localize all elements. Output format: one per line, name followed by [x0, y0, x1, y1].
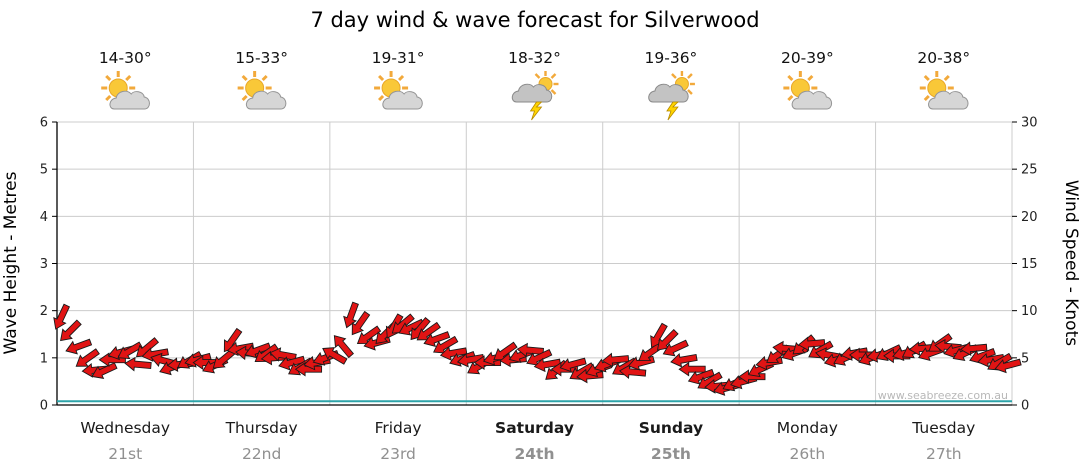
wind-arrow	[423, 331, 451, 347]
wind-arrow	[65, 338, 93, 355]
temp-label: 19-31°	[372, 49, 425, 67]
right-tick-label: 15	[1021, 257, 1038, 272]
wind-arrow	[662, 339, 689, 357]
wind-arrow	[98, 352, 126, 368]
day-name: Monday	[777, 419, 838, 437]
right-axis-label: Wind Speed - Knots	[1061, 180, 1080, 346]
day-name: Wednesday	[80, 419, 170, 437]
left-tick-label: 4	[40, 210, 48, 225]
wind-arrow	[687, 368, 715, 385]
wind-arrow	[333, 335, 354, 359]
wind-arrow	[141, 347, 169, 362]
wind-arrow	[516, 342, 544, 358]
weather-icon-partly-cloudy	[372, 69, 424, 111]
wind-arrow	[797, 336, 826, 352]
left-tick-label: 1	[40, 351, 48, 366]
plot-generated-content: 0 1 2 3 4 5 6 0 5 10 15 20 25 30 14-30° Wednesday 21st 15…	[40, 49, 1038, 463]
temp-label: 14-30°	[99, 49, 152, 67]
temp-label: 20-39°	[781, 49, 834, 67]
wind-arrow	[738, 369, 766, 385]
day-name: Friday	[375, 419, 422, 437]
right-tick-label: 25	[1021, 163, 1038, 178]
wind-arrow	[244, 342, 272, 359]
left-axis-label: Wave Height - Metres	[1, 171, 21, 354]
day-date: 22nd	[242, 445, 281, 463]
temp-label: 19-36°	[645, 49, 698, 67]
chart-title: 7 day wind & wave forecast for Silverwoo…	[310, 8, 759, 32]
wind-arrow	[670, 352, 698, 368]
left-tick-label: 2	[40, 304, 48, 319]
right-tick-label: 0	[1021, 399, 1029, 414]
wind-arrow	[53, 303, 71, 330]
day-name: Sunday	[639, 419, 703, 437]
left-tick-label: 5	[40, 163, 48, 178]
wind-arrow	[60, 319, 82, 342]
wind-arrow	[959, 341, 988, 356]
right-tick-label: 30	[1021, 116, 1038, 131]
watermark: www.seabreeze.com.au	[878, 389, 1008, 402]
day-date: 25th	[651, 445, 691, 463]
wind-arrow	[91, 362, 118, 379]
wind-arrow	[994, 358, 1022, 374]
day-date: 24th	[514, 445, 554, 463]
wind-arrow	[678, 361, 706, 377]
temp-label: 15-33°	[235, 49, 288, 67]
wind-arrow	[278, 355, 306, 371]
weather-icon-partly-cloudy	[236, 69, 288, 111]
right-tick-label: 20	[1021, 210, 1038, 225]
left-tick-label: 6	[40, 116, 48, 131]
temp-label: 20-38°	[917, 49, 970, 67]
right-tick-label: 10	[1021, 304, 1038, 319]
wind-arrow	[322, 347, 348, 365]
day-date: 26th	[790, 445, 826, 463]
weather-icon-partly-cloudy	[781, 69, 834, 111]
left-tick-label: 0	[40, 399, 48, 414]
day-name: Saturday	[495, 419, 574, 437]
wind-arrow	[439, 346, 468, 361]
wind-arrow	[269, 347, 297, 362]
weather-icon-thunderstorm	[511, 69, 560, 122]
wind-arrow	[533, 357, 562, 373]
wind-arrow	[351, 310, 371, 336]
wind-arrow	[294, 361, 323, 377]
wind-arrow	[601, 352, 630, 368]
left-tick-label: 3	[40, 257, 48, 272]
day-name: Thursday	[225, 419, 298, 437]
day-date: 27th	[926, 445, 962, 463]
wind-arrow	[343, 301, 359, 329]
day-name: Tuesday	[911, 419, 975, 437]
right-tick-label: 5	[1021, 351, 1029, 366]
weather-icon-partly-cloudy	[918, 69, 970, 111]
wind-arrow	[75, 348, 100, 367]
weather-icon-thunderstorm	[647, 69, 697, 122]
day-date: 21st	[108, 445, 142, 463]
wind-arrow	[559, 357, 587, 373]
weather-icon-partly-cloudy	[99, 69, 151, 111]
wind-arrow	[124, 356, 152, 372]
wind-arrow	[117, 341, 143, 360]
temp-label: 18-32°	[508, 49, 561, 67]
day-date: 23rd	[380, 445, 416, 463]
